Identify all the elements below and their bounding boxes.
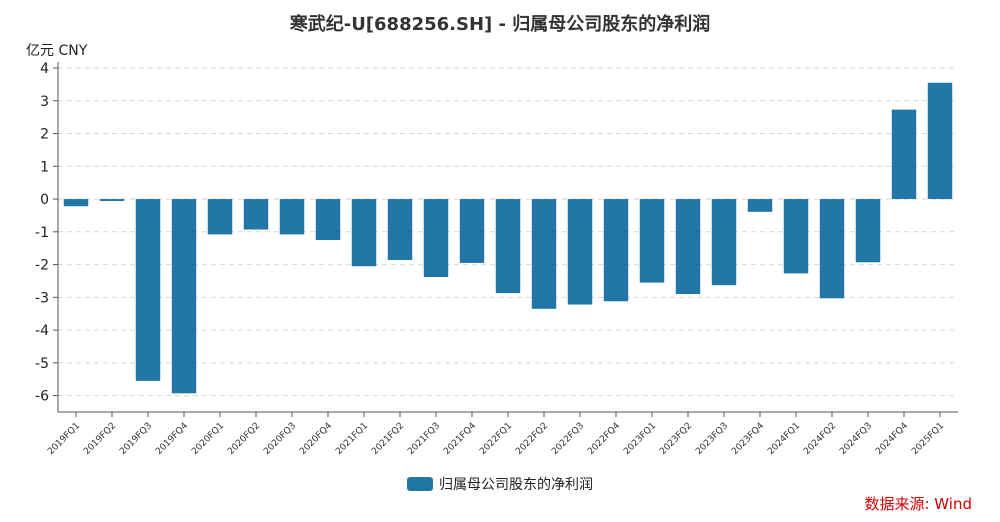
- x-tick-label: 2019FQ2: [82, 421, 118, 457]
- x-tick-label: 2021FQ2: [370, 421, 406, 457]
- x-tick-label: 2019FQ4: [154, 421, 190, 457]
- x-tick-label: 2024FQ4: [874, 421, 910, 457]
- bar-2020FQ4: [315, 199, 341, 240]
- y-tick-label: -1: [35, 225, 49, 241]
- bar-2022FQ2: [531, 199, 557, 309]
- bar-layer: [63, 82, 953, 394]
- bar-2019FQ2: [99, 199, 125, 202]
- x-tick-label: 2022FQ4: [586, 421, 622, 457]
- bar-2023FQ3: [711, 199, 737, 286]
- x-tick-label: 2024FQ1: [766, 421, 802, 457]
- bar-2019FQ1: [63, 199, 89, 207]
- x-tick-label: 2025FQ1: [910, 421, 946, 457]
- y-tick-label: -3: [35, 290, 49, 306]
- y-tick-label: 0: [40, 192, 49, 208]
- y-tick-label: -6: [35, 389, 49, 405]
- x-tick-label: 2020FQ4: [298, 421, 334, 457]
- bar-2022FQ3: [567, 199, 593, 305]
- chart-title: 寒武纪-U[688256.SH] - 归属母公司股东的净利润: [289, 14, 711, 35]
- x-tick-label: 2019FQ1: [46, 421, 82, 457]
- bar-2021FQ2: [387, 199, 413, 260]
- bar-2023FQ1: [639, 199, 665, 283]
- x-tick-label: 2024FQ3: [838, 421, 874, 457]
- x-tick-label: 2023FQ3: [694, 421, 730, 457]
- legend-swatch: [407, 477, 433, 491]
- x-tick-label: 2022FQ2: [514, 421, 550, 457]
- unit-label: 亿元 CNY: [26, 43, 88, 59]
- bar-2021FQ4: [459, 199, 485, 263]
- bar-2022FQ1: [495, 199, 521, 294]
- y-tick-label: 4: [40, 61, 49, 77]
- x-tick-label: 2022FQ1: [478, 421, 514, 457]
- y-tick-label: -4: [35, 323, 49, 339]
- x-tick-label: 2021FQ1: [334, 421, 370, 457]
- x-tick-label: 2024FQ2: [802, 421, 838, 457]
- x-tick-label: 2019FQ3: [118, 421, 154, 457]
- bar-2024FQ3: [855, 199, 881, 263]
- x-tick-label: 2023FQ1: [622, 421, 658, 457]
- y-tick-label: -5: [35, 356, 49, 372]
- x-tick-label: 2023FQ2: [658, 421, 694, 457]
- bar-2021FQ3: [423, 199, 449, 278]
- y-tick-label: 1: [40, 159, 49, 175]
- y-tick-label: -2: [35, 258, 49, 274]
- bar-2020FQ3: [279, 199, 305, 235]
- bar-2021FQ1: [351, 199, 377, 267]
- data-source-label: 数据来源: Wind: [864, 495, 972, 513]
- bar-2020FQ1: [207, 199, 233, 235]
- bar-2023FQ4: [747, 199, 773, 212]
- legend-label: 归属母公司股东的净利润: [439, 477, 593, 493]
- legend[interactable]: 归属母公司股东的净利润: [0, 474, 1000, 494]
- bar-2023FQ2: [675, 199, 701, 295]
- bar-2019FQ3: [135, 199, 161, 381]
- x-tick-label: 2020FQ1: [190, 421, 226, 457]
- x-tick-label: 2020FQ2: [226, 421, 262, 457]
- bar-2019FQ4: [171, 199, 197, 394]
- x-tick-label: 2023FQ4: [730, 421, 766, 457]
- x-tick-label: 2021FQ4: [442, 421, 478, 457]
- bar-2025FQ1: [927, 82, 953, 200]
- y-tick-label: 2: [40, 127, 49, 143]
- x-tick-label: 2021FQ3: [406, 421, 442, 457]
- x-tick-label: 2020FQ3: [262, 421, 298, 457]
- bar-2020FQ2: [243, 199, 269, 230]
- bar-2024FQ1: [783, 199, 809, 274]
- bar-2024FQ2: [819, 199, 845, 299]
- y-tick-label: 3: [40, 94, 49, 110]
- bar-2022FQ4: [603, 199, 629, 302]
- bar-2024FQ4: [891, 109, 917, 200]
- x-tick-label: 2022FQ3: [550, 421, 586, 457]
